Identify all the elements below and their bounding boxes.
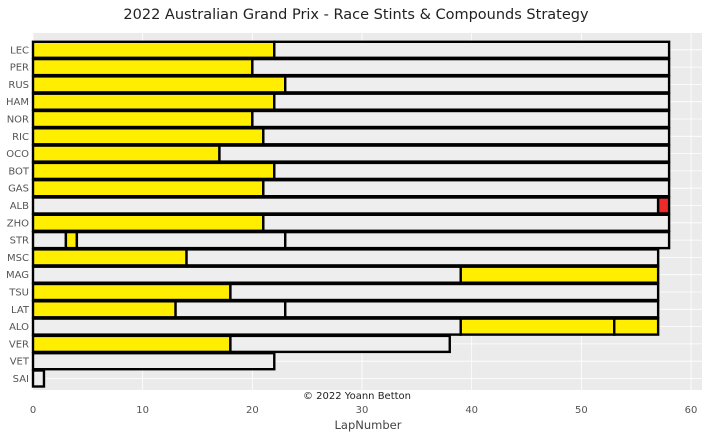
x-tick-label: 60 [685,405,698,416]
chart-title: 2022 Australian Grand Prix - Race Stints… [123,7,589,23]
stint-bar [273,40,671,59]
x-tick-label: 0 [30,405,36,416]
stint-bar [75,230,287,250]
stint-bar [31,57,254,77]
stint-bar [31,352,276,371]
driver-tick-label: VER [9,339,29,350]
driver-tick-label: PER [10,63,29,74]
x-tick-label: 10 [136,405,149,416]
stint-bar [31,92,276,111]
x-axis-label: LapNumber [335,418,402,432]
stint-bar [174,300,287,319]
stint-bar [31,248,188,267]
copyright-credit: © 2022 Yoann Betton [303,391,411,402]
stint-bar [31,213,265,233]
driver-tick-label: VET [10,357,30,368]
stint-bar [31,196,660,215]
stint-bar [273,92,671,111]
x-tick-label: 40 [465,405,478,416]
driver-tick-label: SAI [13,374,29,385]
x-tick-label: 50 [575,405,588,416]
stint-bar [251,57,671,77]
driver-tick-label: MSC [7,253,29,264]
stint-bar [185,248,660,267]
stint-bar [31,40,276,59]
stint-bar [31,127,265,146]
driver-tick-label: ALO [9,322,29,333]
stint-bar [218,144,671,163]
stint-bar [262,178,671,198]
driver-tick-label: BOT [8,166,30,177]
stint-bar [229,282,660,302]
driver-tick-labels: LEC PER RUS HAM NOR RIC OCO BOT GAS ALB ZHO STR MSC M… [6,45,30,385]
driver-tick-label: GAS [8,184,29,195]
stint-bar [31,75,287,94]
stint-bar [284,75,671,94]
driver-tick-label: NOR [7,115,29,126]
stint-bar [64,230,79,250]
stint-bar [31,300,177,319]
stint-bar [31,265,462,284]
stint-bar [31,317,462,336]
driver-tick-label: RIC [12,132,29,143]
stint-bars [31,40,671,388]
stint-bar [656,196,671,215]
stint-bar [273,161,671,181]
stint-bar [251,109,671,129]
driver-tick-label: HAM [6,97,29,108]
stint-bar [613,317,660,336]
stint-bar [262,127,671,146]
stint-bar [31,109,254,129]
driver-tick-label: LAT [11,305,30,316]
stint-bar [284,300,660,319]
driver-tick-label: ALB [10,201,29,212]
driver-tick-label: MAG [6,270,29,281]
stint-bar [31,282,232,302]
driver-tick-label: ZHO [7,218,29,229]
driver-tick-label: LEC [10,45,29,56]
driver-tick-label: OCO [6,149,29,160]
stint-bar [31,369,46,388]
driver-tick-label: TSU [8,288,29,299]
stint-bar [459,317,616,336]
stint-bar [284,230,671,250]
stint-bar [262,213,671,233]
driver-tick-label: STR [10,236,29,247]
stint-bar [459,265,660,284]
lap-tick-labels: 0 10 20 30 40 50 60 [30,405,698,416]
stint-bar [31,144,221,163]
stint-bar [31,230,68,250]
stint-bar [31,161,276,181]
x-tick-label: 30 [356,405,369,416]
stint-bar [229,334,451,354]
stint-bar [31,178,265,198]
stint-bar [31,334,232,354]
driver-tick-label: RUS [8,80,29,91]
x-tick-label: 20 [246,405,259,416]
